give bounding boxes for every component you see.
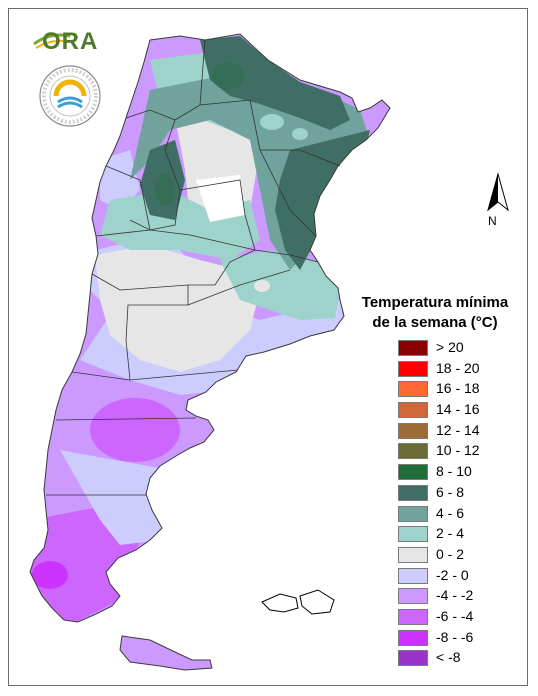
legend-swatch [398, 546, 428, 563]
legend-swatch [398, 464, 428, 481]
smn-seal [38, 64, 102, 128]
legend-label: 0 - 2 [436, 545, 465, 562]
legend-swatch [398, 629, 428, 646]
province-borders [46, 39, 341, 496]
legend-title-line1: Temperatura mínima [361, 294, 509, 311]
legend-swatch [398, 340, 428, 356]
legend-label: 4 - 6 [436, 504, 465, 521]
ora-logo: ORA [30, 24, 110, 58]
legend-label: 2 - 4 [436, 525, 465, 542]
legend-title-line2: de la semana (°C) [372, 314, 498, 331]
tierra-del-fuego [119, 635, 213, 671]
legend-label: -8 - -6 [436, 628, 474, 645]
legend-swatch [398, 402, 428, 419]
legend-label: 16 - 18 [436, 380, 480, 397]
legend-swatch [398, 526, 428, 543]
legend-swatch [398, 381, 428, 398]
legend-swatch [398, 422, 428, 439]
ora-logo-text: ORA [42, 28, 99, 55]
legend-label: -6 - -4 [436, 607, 474, 624]
legend-swatch [398, 360, 428, 377]
legend-swatch [398, 443, 428, 460]
legend-label: 10 - 12 [436, 442, 480, 459]
legend-label: < -8 [436, 649, 461, 666]
legend-label: 18 - 20 [436, 359, 480, 376]
legend-label: 8 - 10 [436, 463, 472, 480]
country-outline [29, 33, 391, 623]
north-label: N [488, 214, 497, 228]
legend-label: 12 - 14 [436, 421, 480, 438]
legend-title: Temperatura mínima de la semana (°C) [344, 293, 526, 333]
legend-label: -2 - 0 [436, 566, 469, 583]
legend-label: 6 - 8 [436, 483, 465, 500]
malvinas-islands [261, 589, 335, 615]
legend-swatch [398, 588, 428, 605]
legend-label: 14 - 16 [436, 401, 480, 418]
legend-swatch [398, 650, 428, 667]
legend-label: > 20 [436, 339, 464, 355]
legend-label: -4 - -2 [436, 587, 474, 604]
legend-swatch [398, 567, 428, 584]
legend-swatch [398, 608, 428, 625]
legend-swatch [398, 505, 428, 522]
legend-swatch [398, 484, 428, 501]
north-arrow: N [478, 170, 518, 230]
